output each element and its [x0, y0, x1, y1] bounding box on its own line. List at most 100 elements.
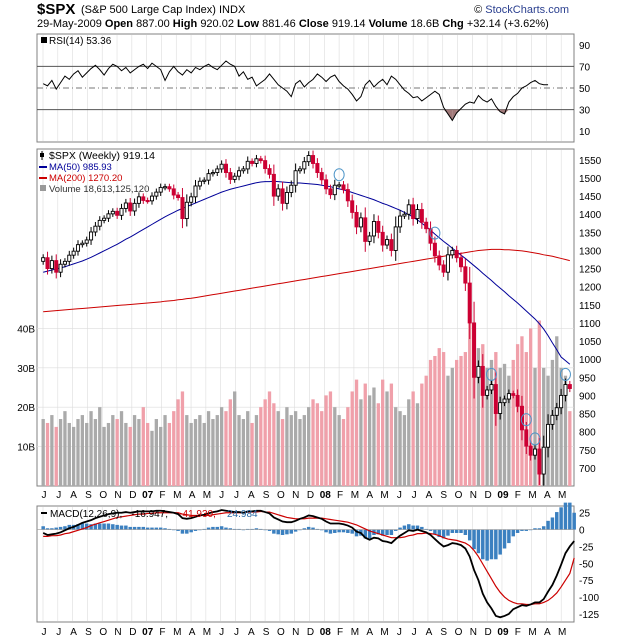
candle-body	[180, 197, 185, 220]
candle-body	[293, 170, 298, 186]
candle-body	[106, 213, 111, 219]
candle-body	[176, 194, 181, 199]
macd-histogram-bar	[498, 529, 502, 555]
macd-tick-label: -50	[579, 559, 594, 570]
volume-bar	[76, 419, 80, 486]
volume-bar	[233, 391, 237, 486]
candle-body	[458, 257, 464, 268]
candle-body	[385, 239, 390, 246]
macd-histogram-bar	[154, 527, 159, 530]
candle-body	[445, 254, 450, 273]
candle-body	[441, 264, 446, 273]
rsi-tick-label: 30	[579, 106, 591, 117]
candle-body	[263, 160, 268, 170]
candle-body	[532, 448, 538, 456]
macd-histogram-bar	[441, 529, 446, 539]
macd-histogram-bar	[219, 526, 224, 530]
volume-bar	[58, 419, 63, 486]
annotation-circle	[429, 226, 441, 240]
candle-body	[149, 195, 155, 202]
volume-tick-label: 10B	[17, 443, 35, 454]
macd-histogram-bar	[472, 529, 476, 550]
candle-body	[554, 407, 559, 416]
high-label: High	[172, 18, 198, 30]
volume-bar	[337, 415, 341, 486]
price-month-label: S	[263, 490, 270, 501]
price-month-label: S	[85, 490, 92, 501]
rsi-tick-label: 70	[579, 62, 591, 73]
macd-month-label: F	[515, 627, 521, 638]
macd-histogram-bar	[280, 529, 285, 535]
candle-body	[171, 188, 176, 196]
candle-body	[158, 186, 163, 193]
volume-bar	[446, 375, 450, 486]
rsi-tick-label: 50	[579, 84, 591, 95]
macd-histogram-bar	[376, 529, 381, 535]
macd-histogram-bar	[380, 529, 385, 536]
volume-bar	[415, 403, 420, 486]
annotation-circle	[529, 432, 541, 446]
price-month-label: F	[159, 490, 165, 501]
macd-histogram-bar	[89, 524, 93, 530]
macd-histogram-bar	[454, 529, 459, 533]
macd-line	[42, 509, 575, 619]
macd-histogram-bar	[437, 529, 441, 538]
macd-histogram-bar	[533, 528, 537, 530]
macd-histogram-bar	[67, 524, 72, 530]
candle-body	[419, 209, 424, 223]
volume-bar	[198, 415, 202, 486]
macd-histogram-bar	[402, 525, 407, 530]
candle-body	[311, 155, 316, 164]
volume-bar	[472, 336, 476, 486]
candle-body	[550, 414, 555, 425]
volume-bar	[354, 379, 359, 486]
symbol-description: (S&P 500 Large Cap Index) INDX	[81, 4, 246, 16]
volume-bar	[163, 415, 167, 486]
candle-body	[219, 163, 224, 170]
candle-body	[398, 215, 403, 228]
volume-bar	[176, 399, 180, 486]
macd-histogram-bar	[115, 524, 119, 530]
macd-tick-label: 25	[579, 509, 591, 520]
candle-body	[567, 384, 572, 389]
volume-bar	[507, 375, 511, 486]
candle-body	[71, 250, 76, 256]
volume-bar	[85, 422, 89, 486]
macd-tick-label: -25	[579, 542, 594, 553]
volume-bar	[263, 399, 267, 486]
candle-body	[184, 201, 189, 220]
macd-histogram-bar	[193, 529, 198, 531]
macd-month-label: N	[114, 627, 121, 638]
candle-body	[193, 185, 198, 198]
volume-bar	[424, 375, 428, 486]
volume-bar	[285, 407, 289, 486]
macd-month-label: J	[412, 627, 417, 638]
price-month-label: D	[485, 490, 492, 501]
price-month-label: A	[70, 490, 77, 501]
macd-histogram-bar	[311, 527, 315, 530]
macd-month-label: S	[85, 627, 92, 638]
price-month-label: A	[248, 490, 255, 501]
macd-month-label: A	[248, 627, 255, 638]
annotation-circle	[485, 367, 497, 381]
macd-histogram-bar	[102, 523, 106, 530]
open-value: 887.00	[136, 18, 170, 30]
macd-histogram-bar	[132, 526, 137, 530]
macd-month-label: D	[129, 627, 136, 638]
candle-body	[54, 260, 59, 273]
annotation-circle	[559, 367, 571, 381]
macd-histogram-bar	[63, 526, 67, 530]
macd-histogram-bar	[50, 528, 54, 530]
macd-histogram-bar	[485, 529, 489, 561]
volume-bar	[159, 426, 163, 486]
macd-histogram-bar	[502, 529, 507, 549]
volume-bar	[437, 348, 441, 486]
volume-bar	[559, 367, 563, 486]
macd-month-label: S	[263, 627, 270, 638]
macd-month-label: 09	[497, 627, 509, 638]
candle-body	[119, 207, 124, 216]
volume-bar	[102, 426, 106, 486]
macd-histogram-bar	[145, 527, 150, 530]
candle-body	[559, 394, 564, 409]
